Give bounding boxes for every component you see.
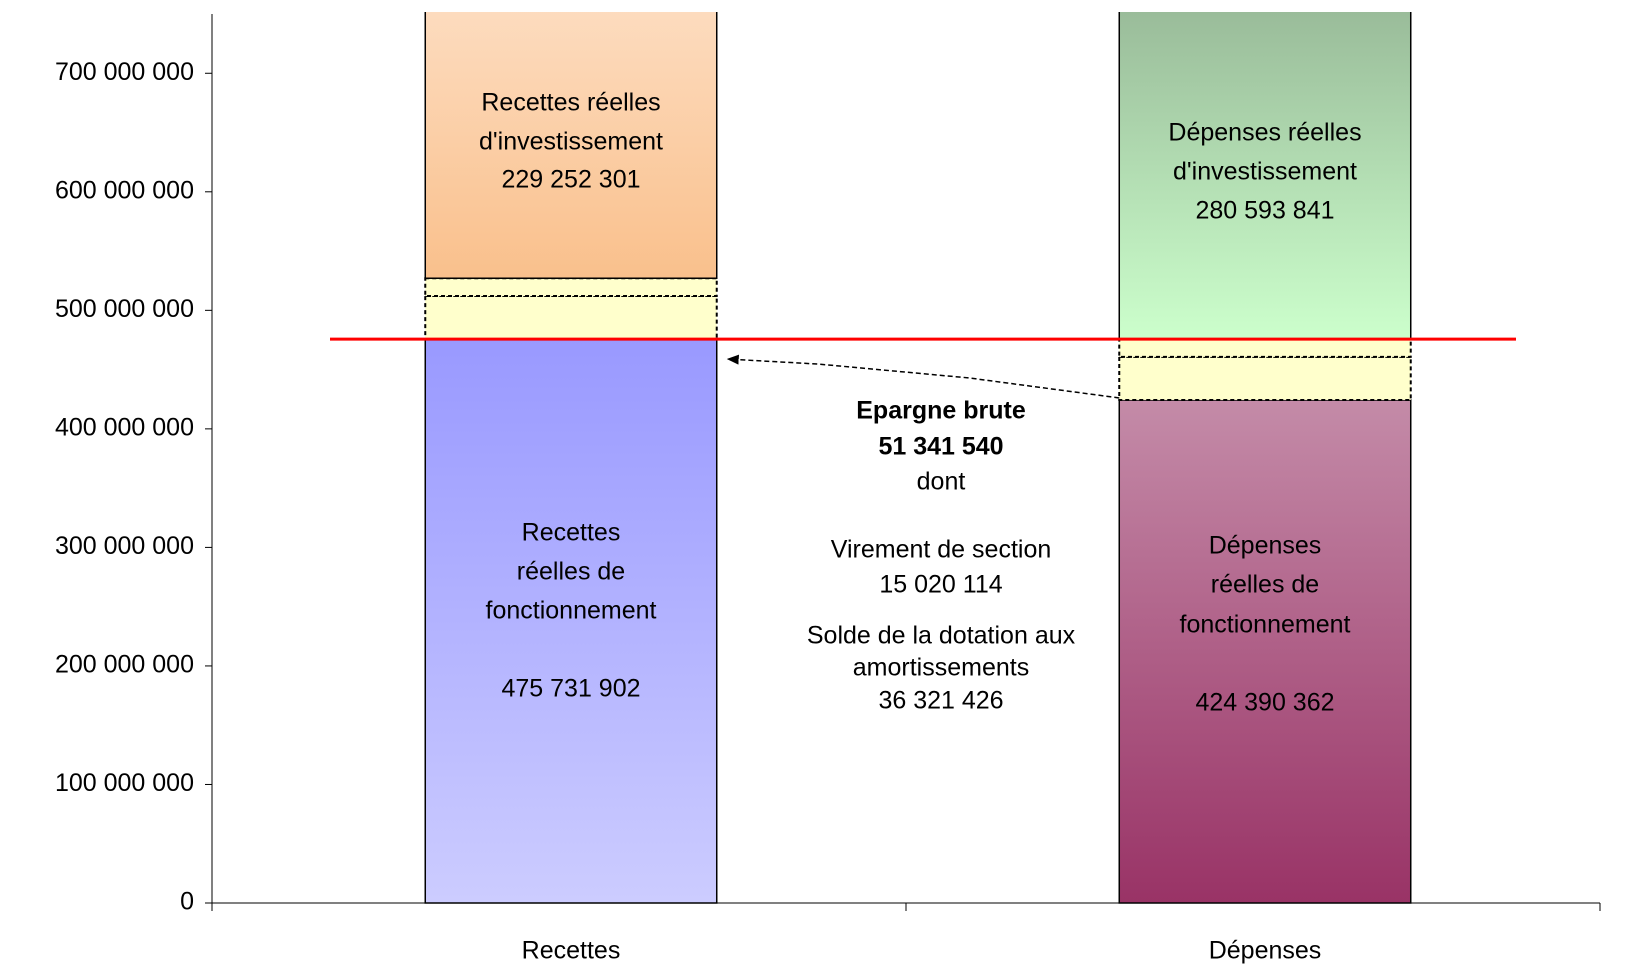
annotation-value: 51 341 540 xyxy=(878,433,1003,461)
segment-label: Dépenses xyxy=(1209,532,1322,560)
bar-segment xyxy=(424,338,718,904)
y-tick-label: 600 000 000 xyxy=(55,176,194,204)
segment-label: Dépenses réelles xyxy=(1168,119,1361,147)
segment-label: Recettes réelles xyxy=(481,89,660,117)
bar-segment xyxy=(1118,399,1412,904)
x-tick-label: Dépenses xyxy=(1209,937,1322,965)
segment-value-label: 280 593 841 xyxy=(1195,197,1334,225)
segment-value-label: 424 390 362 xyxy=(1195,689,1334,717)
dotation-name: Solde de la dotation aux xyxy=(807,622,1076,650)
y-tick-label: 400 000 000 xyxy=(55,413,194,441)
arrow xyxy=(726,354,1120,399)
segment-value-label: 475 731 902 xyxy=(501,675,640,703)
virement-value: 15 020 114 xyxy=(879,571,1002,599)
bar-segment xyxy=(1118,338,1412,358)
segment-label: fonctionnement xyxy=(486,597,657,625)
segment-label: d'investissement xyxy=(479,128,663,156)
dotation-name: amortissements xyxy=(853,654,1029,682)
y-tick-label: 300 000 000 xyxy=(55,532,194,560)
bar-segment xyxy=(424,295,718,341)
segment-label: réelles de xyxy=(517,558,625,586)
y-tick-label: 200 000 000 xyxy=(55,651,194,679)
y-tick-label: 100 000 000 xyxy=(55,769,194,797)
segment-label: d'investissement xyxy=(1173,158,1357,186)
bar-segment xyxy=(424,12,718,279)
bars xyxy=(424,12,1412,904)
annotation-subtitle: dont xyxy=(917,468,966,496)
y-tick-label: 0 xyxy=(180,888,194,916)
bar-segment xyxy=(424,277,718,298)
y-tick-label: 700 000 000 xyxy=(55,58,194,86)
annotation-title: Epargne brute xyxy=(856,397,1026,425)
segment-label: réelles de xyxy=(1211,571,1319,599)
y-tick-label: 500 000 000 xyxy=(55,295,194,323)
segment-label: Recettes xyxy=(522,519,621,547)
virement-name: Virement de section xyxy=(831,536,1052,564)
segment-label: fonctionnement xyxy=(1180,611,1351,639)
bar-segment xyxy=(1118,12,1412,340)
x-tick-label: Recettes xyxy=(522,937,621,965)
dotation-value: 36 321 426 xyxy=(878,687,1003,715)
bar-segment xyxy=(1118,355,1412,401)
segment-value-label: 229 252 301 xyxy=(501,166,640,194)
